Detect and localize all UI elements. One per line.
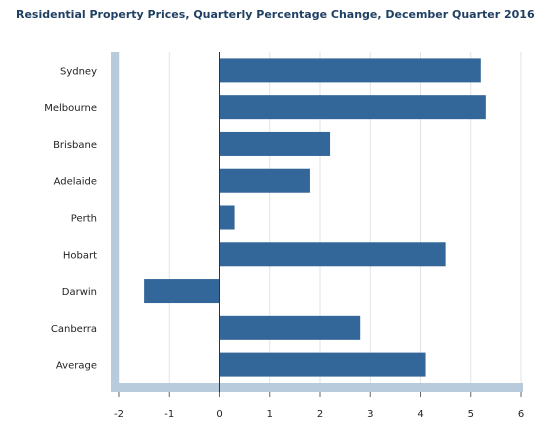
bar-hobart — [219, 242, 446, 267]
category-label: Brisbane — [53, 140, 97, 151]
x-tick-label: 3 — [367, 409, 373, 420]
bars — [144, 58, 486, 377]
bar-average — [219, 352, 426, 377]
x-tick-label: -1 — [164, 409, 174, 420]
bar-darwin — [144, 279, 220, 304]
bar-perth — [219, 205, 235, 230]
x-tick-label: 5 — [468, 409, 474, 420]
bar-canberra — [219, 315, 361, 340]
category-label: Adelaide — [54, 177, 97, 188]
bar-adelaide — [219, 168, 310, 193]
bar-melbourne — [219, 95, 486, 120]
bar-brisbane — [219, 131, 331, 156]
x-tick-label: 1 — [267, 409, 273, 420]
x-tick-label: 4 — [417, 409, 423, 420]
x-tick-label: 6 — [518, 409, 524, 420]
category-label: Hobart — [63, 250, 97, 261]
x-tick-label: 2 — [317, 409, 323, 420]
category-label: Darwin — [62, 287, 97, 298]
chart-title: Residential Property Prices, Quarterly P… — [16, 8, 535, 21]
bottom-axis-frame — [111, 383, 523, 392]
category-label: Sydney — [60, 66, 97, 77]
category-label: Melbourne — [44, 103, 97, 114]
left-axis-frame — [111, 52, 119, 383]
x-tick-label: 0 — [216, 409, 222, 420]
category-labels: Sydney Melbourne Brisbane Adelaide Perth Hoba… — [44, 66, 97, 371]
category-label: Perth — [71, 214, 97, 225]
x-tick-label: -2 — [114, 409, 124, 420]
x-axis: -2 -1 0 1 2 3 4 5 6 — [114, 392, 524, 420]
bar-sydney — [219, 58, 481, 83]
category-label: Canberra — [51, 324, 97, 335]
category-label: Average — [56, 361, 97, 372]
